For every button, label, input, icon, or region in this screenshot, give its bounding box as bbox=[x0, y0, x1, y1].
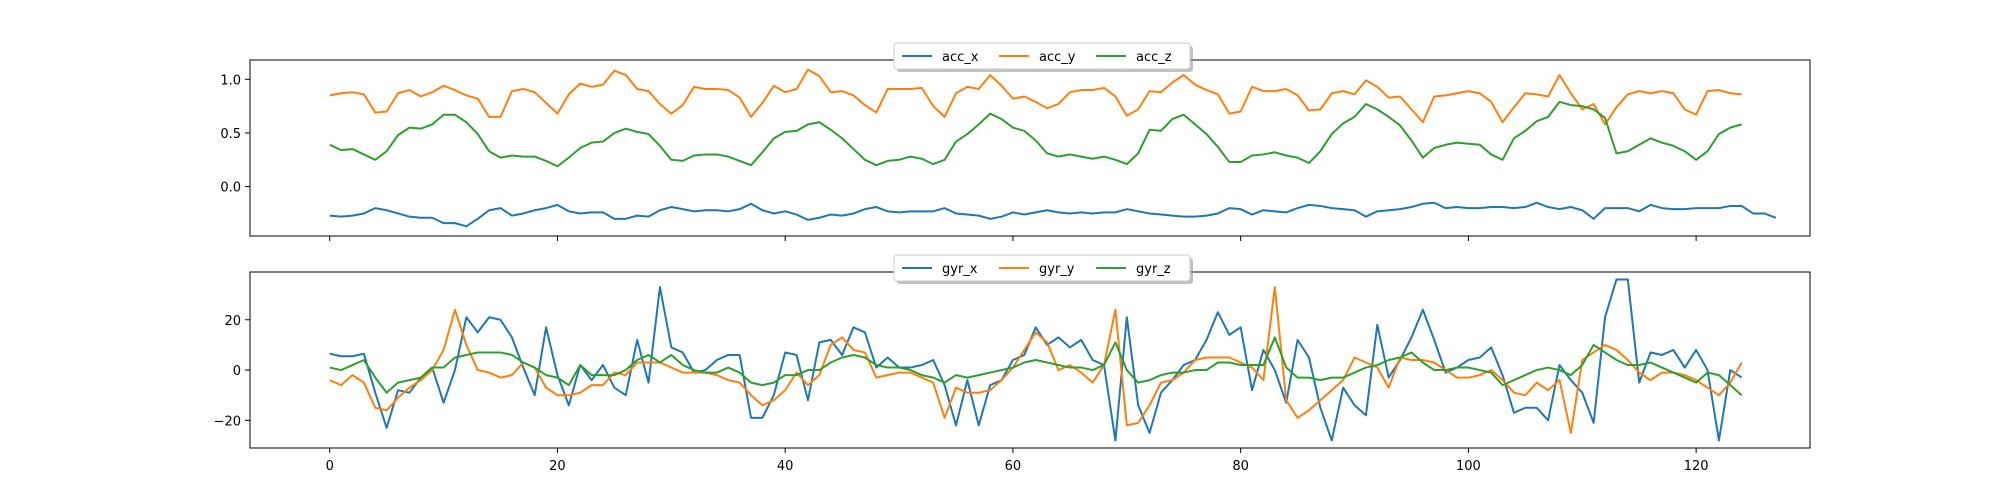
accelerometer-panel: 0.0 0.5 1.0 acc_x acc_y acc_z bbox=[220, 42, 1811, 241]
x-tick-label: 100 bbox=[1456, 459, 1481, 474]
legend-label-acc_x: acc_x bbox=[942, 50, 979, 65]
series-line-gyr_z bbox=[329, 336, 1743, 396]
legend: acc_x acc_y acc_z bbox=[893, 42, 1193, 72]
legend-box bbox=[893, 42, 1191, 70]
series-line-acc_x bbox=[329, 201, 1777, 228]
gyroscope-panel: −20 0 20 0 20 40 60 80 100 120 gyr_x gyr_y gyr_z bbox=[214, 254, 1811, 474]
legend-label-gyr_x: gyr_x bbox=[942, 262, 978, 277]
y-tick-label: 0.0 bbox=[220, 181, 241, 196]
y-tick-label: 0 bbox=[233, 364, 241, 379]
x-tick-label: 80 bbox=[1232, 459, 1249, 474]
legend-box bbox=[893, 254, 1191, 282]
y-tick-label: −20 bbox=[214, 414, 241, 429]
x-tick-label: 120 bbox=[1684, 459, 1709, 474]
x-tick-label: 20 bbox=[549, 459, 566, 474]
y-tick-label: 1.0 bbox=[220, 73, 241, 88]
series-line-acc_y bbox=[329, 68, 1742, 126]
x-tick-label: 0 bbox=[326, 459, 334, 474]
x-tick-label: 60 bbox=[1005, 459, 1022, 474]
legend-label-acc_z: acc_z bbox=[1136, 50, 1172, 65]
x-tick-label: 40 bbox=[777, 459, 794, 474]
legend-label-acc_y: acc_y bbox=[1039, 50, 1076, 65]
legend-label-gyr_y: gyr_y bbox=[1039, 262, 1075, 277]
legend-label-gyr_z: gyr_z bbox=[1136, 262, 1171, 277]
series-line-acc_z bbox=[329, 100, 1742, 168]
legend: gyr_x gyr_y gyr_z bbox=[893, 254, 1193, 284]
y-tick-label: 20 bbox=[224, 314, 241, 329]
y-tick-label: 0.5 bbox=[220, 127, 241, 142]
